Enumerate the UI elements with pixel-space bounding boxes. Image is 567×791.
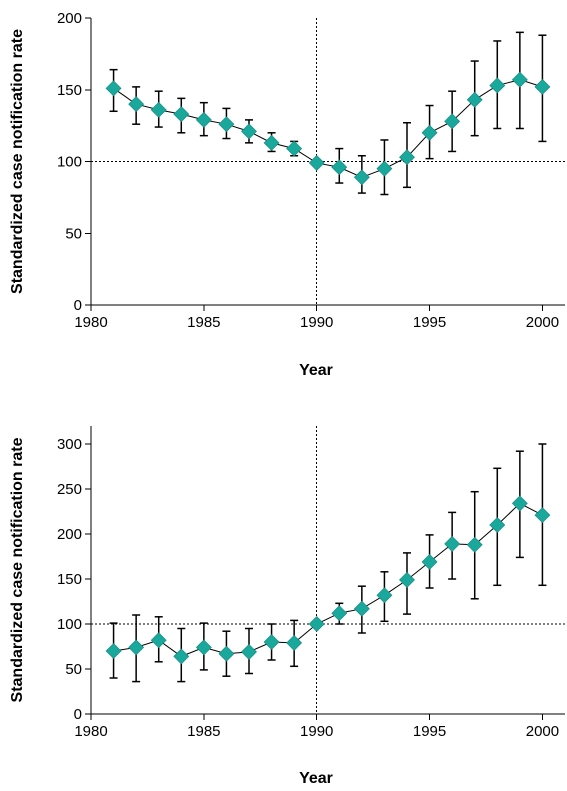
x-tick-label: 1990 (300, 723, 333, 740)
data-point (534, 78, 551, 95)
data-point (421, 124, 438, 141)
y-tick-label: 300 (57, 436, 82, 453)
data-point (511, 495, 528, 512)
data-point (218, 116, 235, 133)
data-point (399, 149, 415, 166)
y-tick-label: 0 (74, 297, 82, 314)
y-tick-label: 0 (74, 706, 82, 723)
data-point (308, 616, 325, 632)
chart-bottom: 0 50 100 150 200 250 300 1980 1985 1990 1995 2000 Ye… (9, 426, 565, 787)
data-point (105, 643, 122, 659)
data-point (263, 134, 280, 151)
data-point (241, 123, 257, 140)
data-point (421, 553, 438, 570)
data-point (331, 605, 348, 622)
x-tick-label: 1995 (413, 314, 446, 331)
data-point (218, 645, 235, 662)
x-axis-title: Year (299, 770, 333, 787)
data-point (376, 587, 393, 604)
data-point (511, 71, 528, 88)
x-tick-label: 2000 (526, 723, 559, 740)
x-axis-title: Year (299, 362, 333, 379)
data-point (444, 535, 461, 552)
data-point (128, 96, 145, 113)
data-point (128, 639, 145, 656)
data-point (150, 632, 167, 649)
series-line (113, 502, 543, 657)
data-point (466, 536, 483, 553)
y-tick-label: 200 (57, 526, 82, 543)
data-point (399, 571, 415, 588)
x-tick-label: 1980 (74, 723, 107, 740)
data-point (489, 77, 506, 94)
data-point (150, 101, 167, 118)
data-point (331, 159, 348, 176)
x-tick-label: 1985 (187, 723, 220, 740)
data-point (353, 600, 370, 617)
data-point (534, 507, 551, 524)
data-point (173, 106, 190, 123)
y-axis-title: Standardized case notification rate (9, 437, 26, 702)
data-point (195, 639, 212, 656)
x-tick-label: 1985 (187, 314, 220, 331)
data-point (489, 517, 506, 533)
chart-top: 0 50 100 150 200 1980 1985 1990 1995 2000 Year Stan… (9, 10, 565, 379)
y-tick-label: 100 (57, 154, 82, 171)
data-point (466, 91, 483, 108)
y-tick-label: 150 (57, 82, 82, 99)
x-tick-label: 1980 (74, 314, 107, 331)
x-tick-label: 1995 (413, 723, 446, 740)
y-tick-label: 50 (65, 661, 82, 678)
data-point (353, 169, 370, 186)
y-axis-title: Standardized case notification rate (9, 29, 26, 294)
y-tick-label: 100 (57, 616, 82, 633)
data-point (376, 160, 393, 177)
data-point (173, 648, 190, 665)
data-point (308, 155, 325, 171)
data-point (241, 643, 257, 660)
x-tick-label: 2000 (526, 314, 559, 331)
data-point (263, 634, 280, 650)
series-line (113, 79, 543, 178)
data-point (444, 113, 461, 130)
x-tick-label: 1990 (300, 314, 333, 331)
data-point (286, 634, 303, 651)
y-tick-label: 150 (57, 571, 82, 588)
y-tick-label: 50 (65, 225, 82, 242)
data-point (195, 111, 212, 128)
y-tick-label: 200 (57, 10, 82, 27)
data-point (286, 140, 303, 157)
y-tick-label: 250 (57, 481, 82, 498)
data-point (105, 80, 122, 97)
